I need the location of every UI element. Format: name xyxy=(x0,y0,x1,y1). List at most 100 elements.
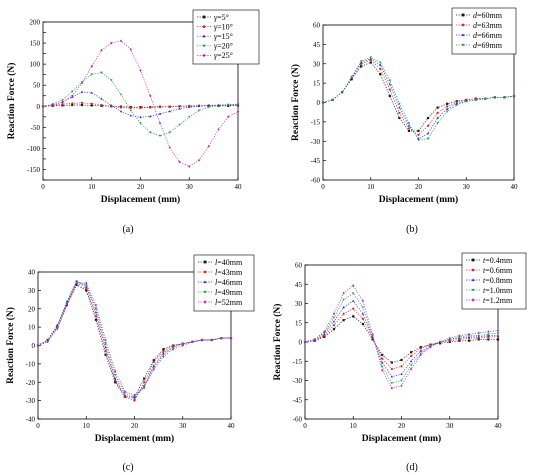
panel-d: 0 10 20 30 40 -60 -45 -30 -15 0 15 30 45 60 Displaceme… xyxy=(272,252,527,444)
data-point xyxy=(104,353,107,356)
data-point xyxy=(71,102,74,105)
x-axis-label: Displacement (mm) xyxy=(362,433,441,444)
data-point xyxy=(331,99,334,102)
data-point xyxy=(323,335,326,338)
data-point xyxy=(119,106,123,109)
series-line xyxy=(304,315,498,363)
data-point xyxy=(110,79,113,82)
data-point xyxy=(90,64,93,68)
data-point xyxy=(477,334,480,337)
data-point xyxy=(172,347,175,351)
x-tick-label: 10 xyxy=(88,183,96,191)
data-point xyxy=(410,355,413,358)
y-tick-label: 10 xyxy=(28,324,36,332)
data-point xyxy=(426,124,430,127)
data-point xyxy=(110,41,113,45)
data-point xyxy=(172,344,175,347)
data-point xyxy=(142,385,146,388)
legend-label: l=43mm xyxy=(215,268,243,277)
data-point xyxy=(419,347,422,350)
legend-label: γ=20° xyxy=(214,42,233,51)
data-point xyxy=(361,317,364,320)
data-point xyxy=(158,112,162,115)
data-point xyxy=(417,139,420,142)
data-point xyxy=(512,95,516,98)
panel-label-c: (c) xyxy=(122,462,133,473)
data-point xyxy=(94,315,97,318)
series-line xyxy=(322,62,515,132)
x-tick-label: 40 xyxy=(235,183,243,191)
data-point xyxy=(158,106,162,109)
data-point xyxy=(104,349,107,353)
x-axis-label: Displacement (mm) xyxy=(95,433,174,444)
y-tick-label: -15 xyxy=(311,118,321,126)
data-point xyxy=(467,334,471,337)
series-4 xyxy=(41,39,240,168)
data-point xyxy=(139,122,142,125)
data-point xyxy=(149,94,152,98)
x-tick-label: 40 xyxy=(228,422,236,430)
data-point xyxy=(129,106,132,110)
data-point xyxy=(496,338,500,341)
data-point xyxy=(178,123,181,127)
data-point xyxy=(90,91,93,94)
data-point xyxy=(388,79,392,82)
data-point xyxy=(380,365,384,368)
x-tick-label: 40 xyxy=(511,183,519,191)
data-point xyxy=(487,338,490,341)
data-point xyxy=(342,291,345,295)
y-tick-label: 15 xyxy=(295,319,303,327)
data-point xyxy=(71,103,74,107)
data-point xyxy=(429,345,432,349)
series-0 xyxy=(303,315,500,364)
data-point xyxy=(80,101,84,104)
y-tick-label: -60 xyxy=(311,177,321,185)
data-point xyxy=(426,132,430,135)
y-tick-label: 30 xyxy=(295,300,303,308)
data-point xyxy=(181,342,184,345)
data-point xyxy=(361,306,365,309)
data-point xyxy=(104,342,107,345)
data-point xyxy=(220,336,223,340)
data-point xyxy=(352,315,355,318)
data-point xyxy=(178,105,181,108)
data-point xyxy=(152,367,155,371)
data-point xyxy=(407,127,411,130)
data-point xyxy=(419,353,422,357)
data-point xyxy=(100,48,103,52)
data-point xyxy=(149,131,152,134)
data-point xyxy=(352,307,355,310)
data-point xyxy=(119,93,123,96)
data-point xyxy=(104,346,107,349)
data-point xyxy=(359,60,363,63)
y-tick-label: -45 xyxy=(311,157,321,165)
data-point xyxy=(100,71,103,74)
legend-label: γ=5° xyxy=(214,13,229,22)
x-axis-label: Displacement (mm) xyxy=(101,194,180,205)
data-point xyxy=(369,56,372,59)
data-point xyxy=(448,340,451,344)
series-3 xyxy=(303,292,500,385)
panel-a: 0 10 20 30 40 -150 -100 -50 0 50 100 150 200 Displace… xyxy=(6,9,260,205)
data-point xyxy=(207,144,210,148)
legend-marker xyxy=(202,34,206,38)
data-point xyxy=(487,333,490,336)
data-point xyxy=(342,312,345,315)
data-point xyxy=(388,94,391,98)
data-point xyxy=(390,375,394,378)
data-point xyxy=(36,344,40,347)
y-axis-label: Reaction Force (N) xyxy=(5,307,16,384)
data-point xyxy=(94,318,97,321)
data-point xyxy=(458,334,461,338)
data-point xyxy=(197,104,201,108)
data-point xyxy=(129,114,132,117)
data-point xyxy=(75,283,78,286)
legend-marker xyxy=(461,23,465,27)
data-point xyxy=(152,360,155,364)
data-point xyxy=(94,303,97,307)
data-point xyxy=(61,99,64,102)
data-point xyxy=(436,122,439,125)
data-point xyxy=(236,109,240,113)
data-point xyxy=(90,102,93,105)
